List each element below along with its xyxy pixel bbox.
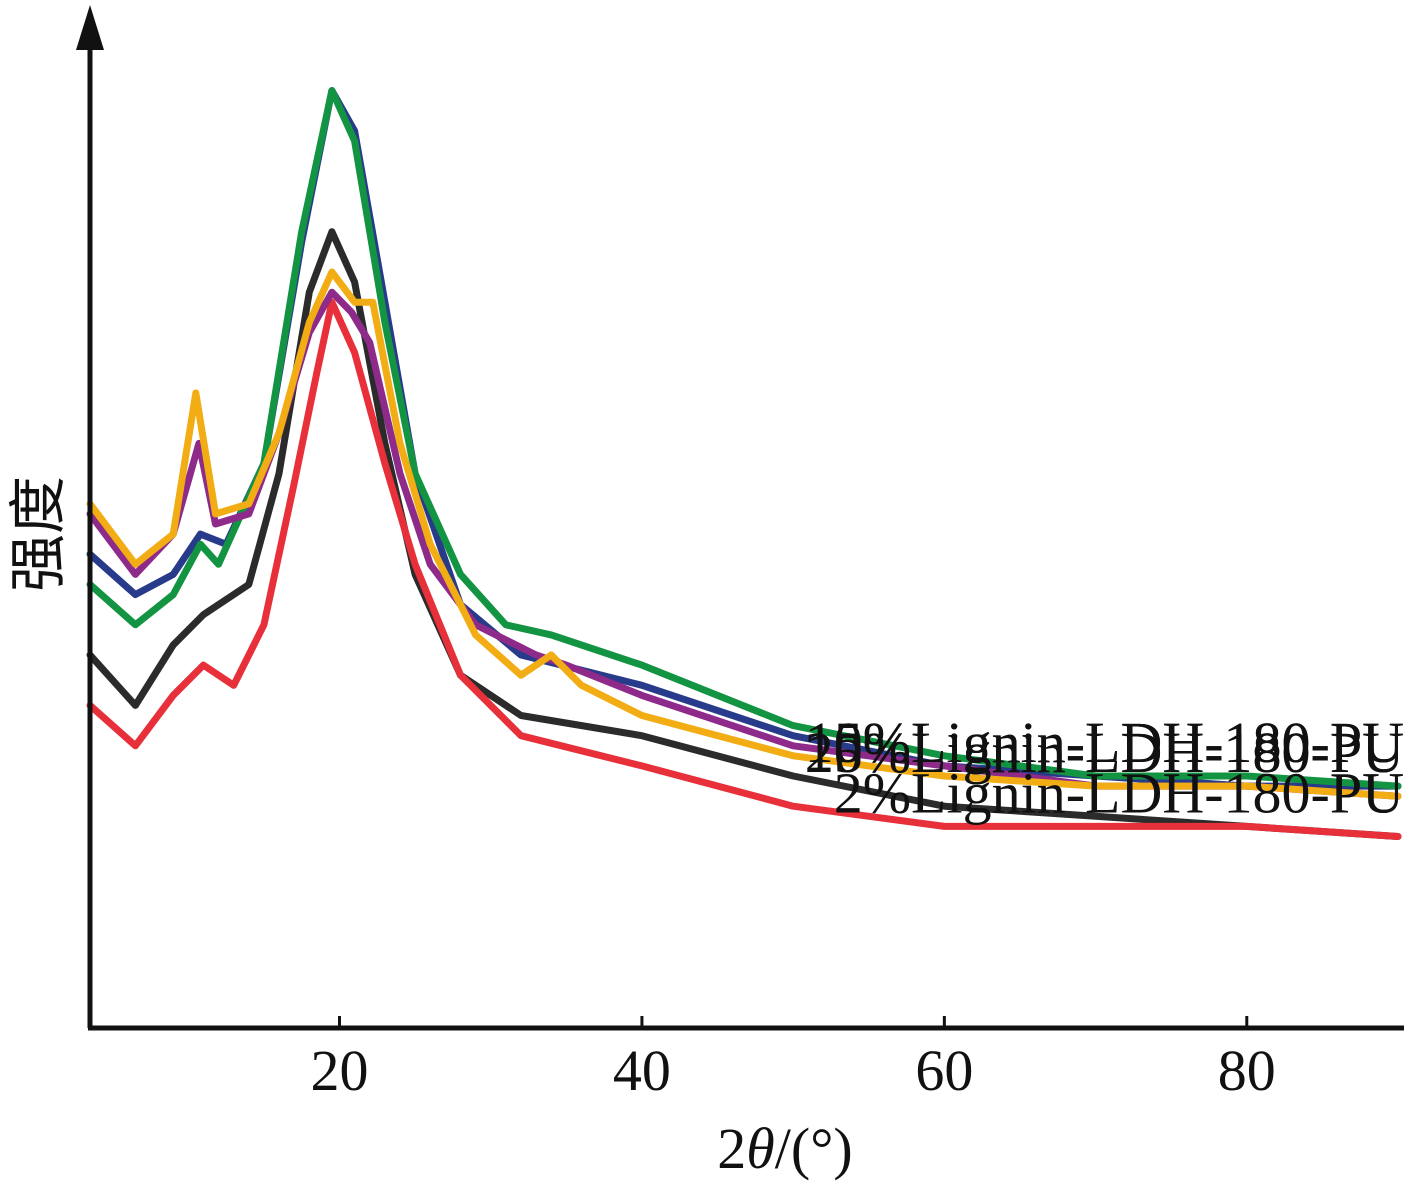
series-label: 15%Lignin-LDH-180-PU [805,720,1404,785]
x-tick-label: 80 [1218,1038,1276,1103]
series-label: 5%Lignin-LDH-180-PU [834,710,1404,775]
x-tick-label: 60 [915,1038,973,1103]
series-line [86,87,1402,790]
x-axis-title: 2θ/(°) [717,1116,852,1181]
series-labels: PU2%Lignin-LDH-180-PU5%Lignin-LDH-180-PU… [805,710,1404,825]
series-line [86,268,1402,800]
x-tick-label: 40 [613,1038,671,1103]
y-axis-arrow-icon [76,5,104,50]
series-line [86,298,1402,840]
series-label: 20%Lignin-LDH-180-PU [805,720,1404,785]
x-tick-label: 20 [311,1038,369,1103]
axes [76,5,1404,1031]
series-layer [86,87,1402,840]
x-ticks: 20 40 60 80 [311,1016,1276,1103]
series-label: 2%Lignin-LDH-180-PU [834,760,1404,825]
series-label: PU [1330,760,1404,825]
y-axis-title: 强度 [6,476,71,592]
series-label: 10%Lignin-LDH-180-PU [805,710,1404,775]
series-line [86,228,1402,840]
